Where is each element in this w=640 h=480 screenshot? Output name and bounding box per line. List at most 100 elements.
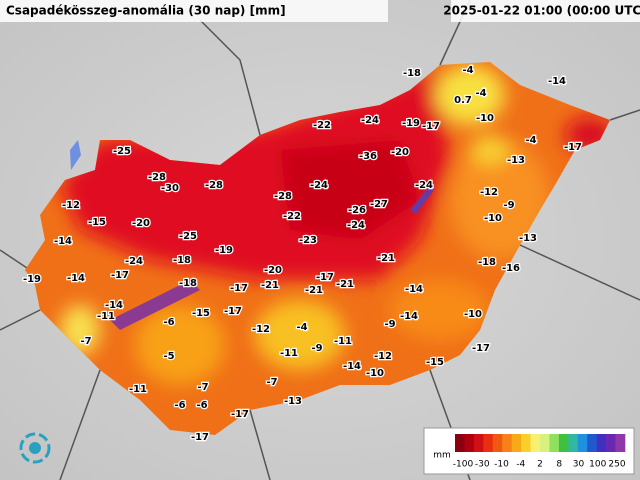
anomaly-label: -20 (391, 147, 409, 158)
anomaly-label: -14 (343, 361, 361, 372)
legend-tick-label: 8 (556, 460, 562, 470)
legend-tick-label: 100 (589, 460, 606, 470)
anomaly-label: -12 (62, 200, 80, 211)
anomaly-label: -10 (366, 368, 384, 379)
legend-swatch (606, 434, 616, 452)
anomaly-label: -6 (174, 400, 185, 411)
anomaly-label: -14 (548, 76, 566, 87)
anomaly-label: -15 (426, 357, 444, 368)
anomaly-label: -24 (361, 115, 379, 126)
anomaly-label: -16 (502, 263, 520, 274)
anomaly-label: -12 (374, 351, 392, 362)
anomaly-label: -17 (472, 343, 490, 354)
anomaly-label: -21 (305, 285, 323, 296)
anomaly-label: -14 (67, 273, 85, 284)
anomaly-label: -28 (274, 191, 292, 202)
anomaly-label: -14 (400, 311, 418, 322)
anomaly-label: -7 (197, 382, 208, 393)
anomaly-label: -5 (163, 351, 174, 362)
anomaly-label: -11 (97, 311, 115, 322)
anomaly-label: -18 (478, 257, 496, 268)
title: Csapadékösszeg-anomália (30 nap) [mm] (6, 4, 286, 18)
legend-swatch (577, 434, 588, 452)
legend-swatch (492, 434, 503, 452)
anomaly-label: -11 (129, 384, 147, 395)
anomaly-label: -13 (519, 233, 537, 244)
legend-swatch (511, 434, 522, 452)
anomaly-label: -13 (507, 155, 525, 166)
anomaly-label: -4 (525, 135, 536, 146)
legend-swatch (615, 434, 626, 452)
anomaly-label: -14 (105, 300, 123, 311)
anomaly-label: -21 (336, 279, 354, 290)
anomaly-label: -7 (80, 336, 91, 347)
anomaly-label: -17 (224, 306, 242, 317)
legend-swatch (521, 434, 531, 452)
anomaly-label: -24 (125, 256, 143, 267)
lake (70, 140, 81, 170)
anomaly-label: -4 (475, 88, 486, 99)
anomaly-label: -22 (283, 211, 301, 222)
anomaly-label: -18 (179, 278, 197, 289)
anomaly-label: -24 (415, 180, 433, 191)
anomaly-label: -19 (402, 118, 420, 129)
anomaly-label: -17 (191, 432, 209, 443)
legend-tick-label: 2 (537, 460, 543, 470)
anomaly-label: -17 (230, 283, 248, 294)
anomaly-label: -25 (179, 231, 197, 242)
anomaly-label: -25 (113, 146, 131, 157)
anomaly-label: -12 (252, 324, 270, 335)
legend-swatch (502, 434, 512, 452)
anomaly-label: -28 (205, 180, 223, 191)
anomaly-label: -19 (23, 274, 41, 285)
legend-tick-label: 30 (573, 460, 585, 470)
anomaly-label: -17 (422, 121, 440, 132)
anomaly-label: -14 (54, 236, 72, 247)
anomaly-label: -27 (370, 199, 388, 210)
anomaly-label: -18 (173, 255, 191, 266)
anomaly-label: -14 (405, 284, 423, 295)
legend-tick-label: -4 (516, 460, 525, 470)
timestamp: 2025-01-22 01:00 (00:00 UTC) (443, 4, 640, 18)
legend-swatch (540, 434, 550, 452)
legend-swatch (587, 434, 597, 452)
anomaly-label: -20 (264, 265, 282, 276)
anomaly-label: -21 (261, 280, 279, 291)
logo (19, 432, 51, 464)
anomaly-label: -23 (299, 235, 317, 246)
anomaly-label: -9 (503, 200, 514, 211)
legend-swatch (596, 434, 607, 452)
anomaly-label: -11 (334, 336, 352, 347)
anomaly-label: -17 (316, 272, 334, 283)
anomaly-label: -9 (384, 319, 395, 330)
anomaly-label: -15 (192, 308, 210, 319)
anomaly-label: -19 (215, 245, 233, 256)
legend-swatch (568, 434, 579, 452)
title-box (0, 0, 388, 22)
legend-swatch (464, 434, 475, 452)
anomaly-label: -7 (266, 377, 277, 388)
anomaly-label: -13 (284, 396, 302, 407)
anomaly-label: -12 (480, 187, 498, 198)
anomaly-label: -9 (311, 343, 322, 354)
legend-swatch (530, 434, 541, 452)
anomaly-label: 0.7 (454, 95, 472, 106)
legend-swatch (483, 434, 494, 452)
anomaly-label: -11 (280, 348, 298, 359)
anomaly-label: -15 (88, 217, 106, 228)
legend-unit: mm (433, 451, 451, 461)
anomaly-label: -24 (310, 180, 328, 191)
anomaly-label: -21 (377, 253, 395, 264)
timestamp-box (451, 0, 640, 22)
legend-tick-label: -100 (453, 460, 474, 470)
anomaly-label: -22 (313, 120, 331, 131)
legend-tick-label: -30 (475, 460, 490, 470)
anomaly-label: -6 (196, 400, 207, 411)
legend-tick-label: -10 (494, 460, 509, 470)
anomaly-label: -28 (148, 172, 166, 183)
anomaly-label: -17 (111, 270, 129, 281)
anomaly-label: -6 (163, 317, 174, 328)
legend-swatch (558, 434, 569, 452)
anomaly-label: -24 (347, 220, 365, 231)
